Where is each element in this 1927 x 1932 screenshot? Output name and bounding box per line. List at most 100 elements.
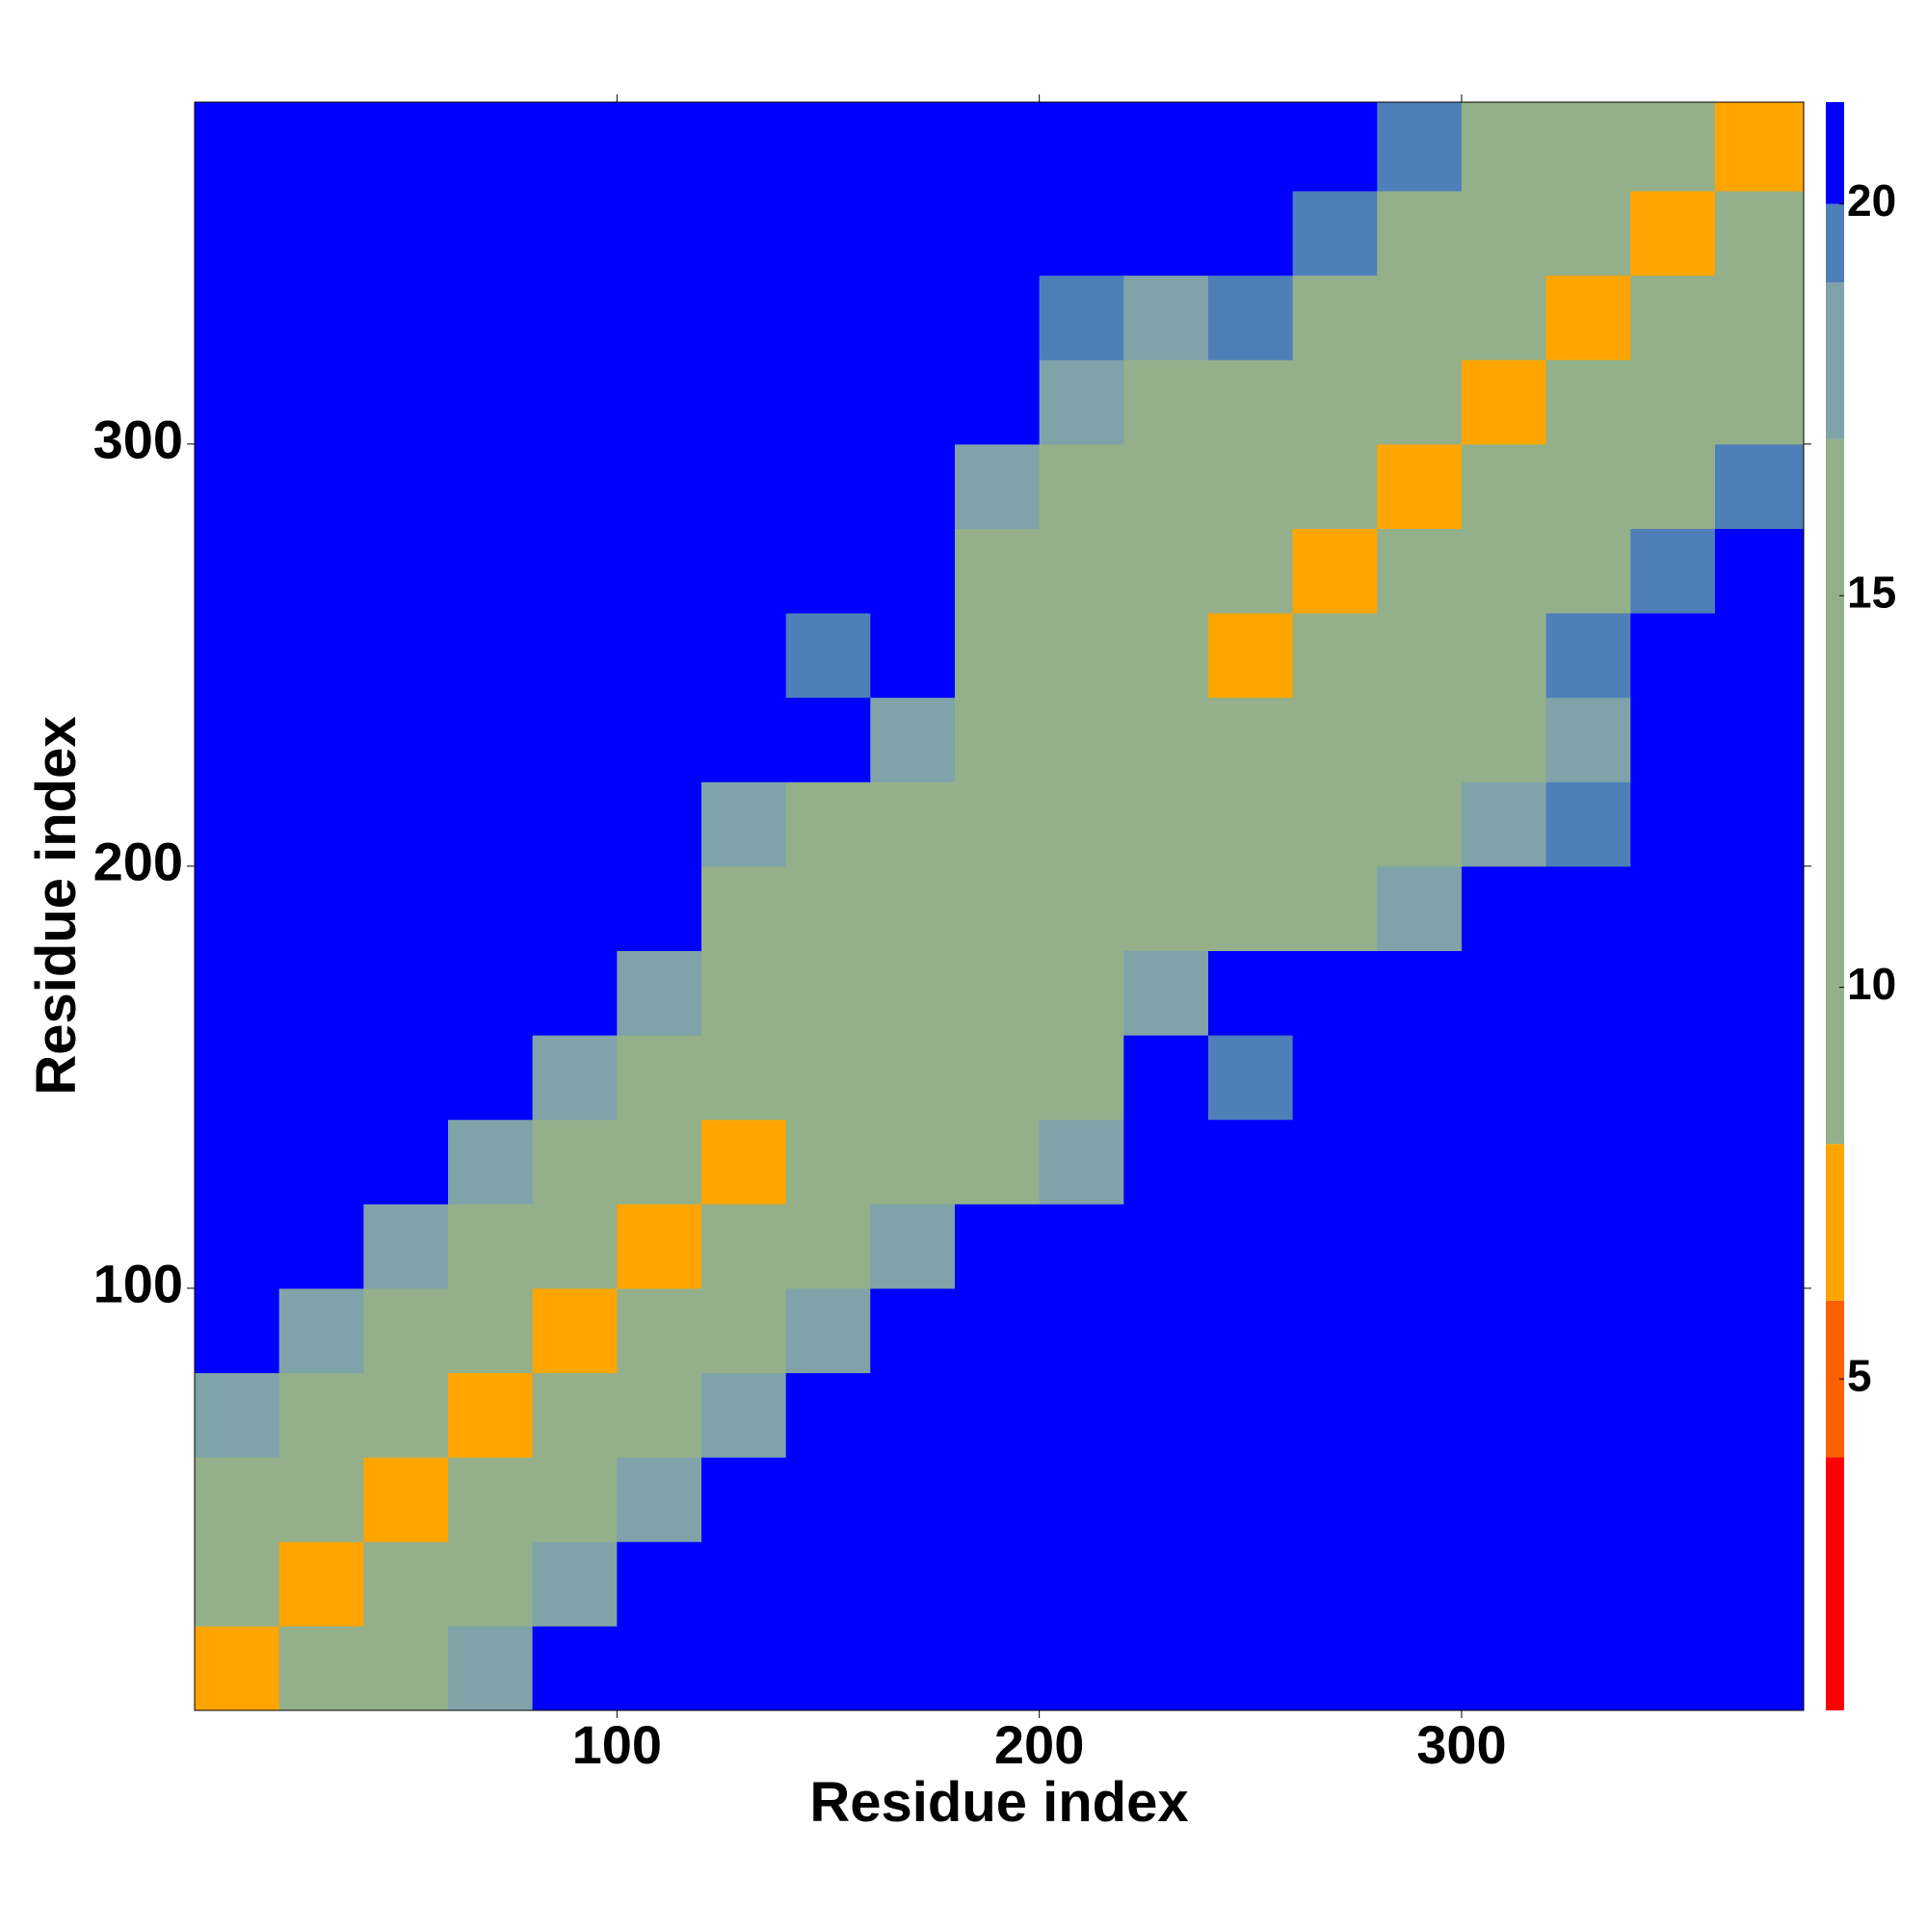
heatmap-cell — [1207, 613, 1294, 699]
heatmap-cell — [195, 950, 280, 1036]
heatmap-cell — [1545, 781, 1631, 867]
x-tick-label: 300 — [1416, 1714, 1506, 1775]
heatmap-cell — [447, 528, 534, 614]
heatmap-cell — [785, 275, 871, 360]
heatmap-cell — [363, 102, 449, 192]
heatmap-cell — [954, 275, 1041, 360]
heatmap-cell — [954, 950, 1041, 1036]
heatmap-cell — [278, 359, 364, 445]
heatmap-cell — [1292, 1626, 1378, 1711]
heatmap-cell — [617, 1119, 702, 1204]
heatmap-cell — [1123, 613, 1209, 699]
heatmap-cell — [195, 102, 280, 192]
heatmap-cell — [870, 950, 956, 1036]
heatmap-cell — [700, 1372, 787, 1458]
heatmap-cell — [1461, 1457, 1547, 1543]
heatmap-cell — [785, 1457, 871, 1543]
heatmap-cell — [1039, 102, 1124, 192]
heatmap-cell — [363, 950, 449, 1036]
heatmap-cell — [1461, 865, 1547, 951]
colorbar-segment — [1826, 438, 1844, 1145]
heatmap-cell — [1292, 1287, 1378, 1374]
heatmap-cell — [617, 950, 702, 1036]
heatmap-cell — [532, 613, 618, 699]
heatmap-cell — [1292, 443, 1378, 529]
heatmap-cell — [195, 528, 280, 614]
heatmap-cell — [954, 613, 1041, 699]
heatmap-cell — [278, 865, 364, 951]
heatmap-cell — [363, 190, 449, 277]
x-tick-label: 100 — [572, 1714, 662, 1775]
heatmap-cell — [1545, 1372, 1631, 1458]
heatmap-cell — [447, 1119, 534, 1204]
heatmap-cell — [1461, 528, 1547, 614]
heatmap-cell — [1292, 1372, 1378, 1458]
heatmap-cell — [1292, 865, 1378, 951]
heatmap-cell — [195, 1626, 280, 1711]
heatmap-cell — [1630, 1457, 1716, 1543]
heatmap-cell — [617, 865, 702, 951]
heatmap-cell — [1123, 1541, 1209, 1627]
heatmap-cell — [1714, 190, 1805, 277]
heatmap-cell — [1039, 443, 1124, 529]
heatmap-cell — [1123, 1204, 1209, 1289]
heatmap-cell — [785, 190, 871, 277]
heatmap-cell — [1714, 1035, 1805, 1121]
heatmap-cell — [954, 781, 1041, 867]
heatmap-cell — [870, 1372, 956, 1458]
heatmap-cell — [1377, 1372, 1463, 1458]
heatmap-cell — [532, 1372, 618, 1458]
heatmap-cell — [700, 102, 787, 192]
heatmap-cell — [1630, 1119, 1716, 1204]
heatmap-cell — [363, 1204, 449, 1289]
heatmap-cell — [870, 1541, 956, 1627]
heatmap-cell — [1630, 359, 1716, 445]
heatmap-cell — [1377, 1287, 1463, 1374]
heatmap-cell — [1545, 1287, 1631, 1374]
heatmap-cell — [785, 781, 871, 867]
heatmap-cell — [447, 1035, 534, 1121]
heatmap-cell — [1545, 443, 1631, 529]
heatmap-cell — [363, 275, 449, 360]
heatmap-cell — [1123, 1457, 1209, 1543]
heatmap-cell — [700, 275, 787, 360]
heatmap-cell — [1292, 950, 1378, 1036]
heatmap-cell — [278, 1204, 364, 1289]
heatmap-cell — [617, 443, 702, 529]
heatmap-cell — [785, 1541, 871, 1627]
heatmap-cell — [954, 1119, 1041, 1204]
heatmap-cell — [1461, 781, 1547, 867]
heatmap-cell — [1714, 1457, 1805, 1543]
colorbar-tick-label: 10 — [1847, 959, 1896, 1009]
heatmap-cell — [617, 1372, 702, 1458]
heatmap-cell — [1461, 613, 1547, 699]
heatmap-cell — [870, 1035, 956, 1121]
heatmap-cell — [1207, 528, 1294, 614]
heatmap-cell — [1545, 1204, 1631, 1289]
heatmap-cell — [785, 1119, 871, 1204]
heatmap-cell — [1630, 1372, 1716, 1458]
heatmap-cell — [447, 781, 534, 867]
heatmap-cell — [278, 950, 364, 1036]
heatmap-cell — [1123, 275, 1209, 360]
heatmap-cell — [700, 697, 787, 782]
heatmap-cell — [363, 528, 449, 614]
heatmap-cell — [278, 443, 364, 529]
heatmap-cell — [278, 275, 364, 360]
heatmap-cell — [1461, 1287, 1547, 1374]
heatmap-cell — [1714, 528, 1805, 614]
heatmap-cell — [1207, 275, 1294, 360]
heatmap-cell — [278, 1626, 364, 1711]
heatmap-cell — [870, 1457, 956, 1543]
heatmap-cell — [447, 1541, 534, 1627]
heatmap-cell — [1039, 613, 1124, 699]
heatmap-cell — [363, 1035, 449, 1121]
heatmap-cell — [1630, 1626, 1716, 1711]
heatmap-cell — [1714, 359, 1805, 445]
heatmap-cell — [870, 528, 956, 614]
heatmap-cell — [617, 1204, 702, 1289]
heatmap-cell — [1207, 1372, 1294, 1458]
heatmap-cell — [1039, 1035, 1124, 1121]
heatmap-cell — [1292, 190, 1378, 277]
